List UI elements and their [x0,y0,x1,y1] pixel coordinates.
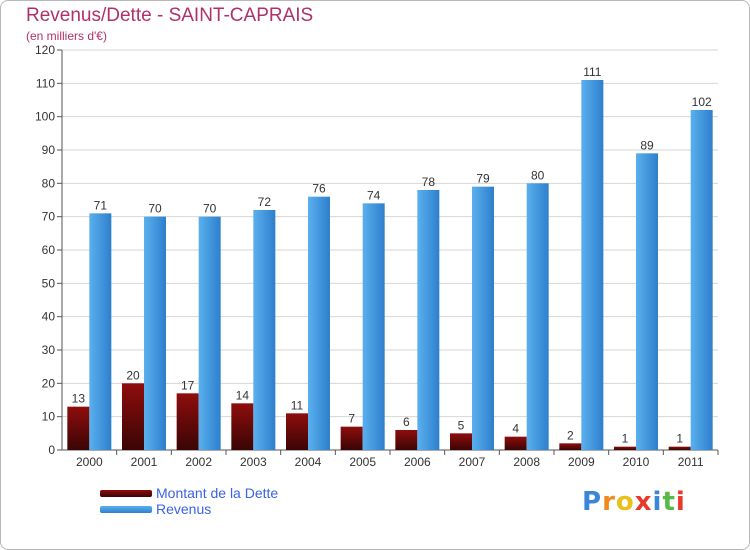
x-tick-label: 2005 [349,455,376,469]
logo-letter: o [615,487,635,517]
bar-dette [231,403,254,450]
data-label: 20 [126,368,140,382]
x-axis-ticks: 2000 2001 2002 2003 2004 2005 2006 2007 2008 2009… [76,450,719,469]
data-label: 1 [676,432,683,446]
data-label: 2 [567,428,574,442]
logo-letter: r [602,487,616,517]
y-tick-label: 20 [42,376,56,390]
data-label: 76 [312,182,326,196]
bar-revenus [581,80,604,450]
logo-letter: i [675,487,686,517]
data-label: 111 [583,65,602,79]
bar-dette [668,446,691,450]
data-label: 79 [476,172,490,186]
y-tick-label: 70 [42,210,56,224]
legend-label-revenus: Revenus [156,501,212,517]
data-label: 102 [692,95,712,109]
bar-revenus [308,196,330,450]
bar-revenus [526,183,549,451]
bar-dette [286,413,308,450]
logo-letter: t [662,487,676,517]
data-label: 5 [458,418,465,432]
data-label: 14 [236,388,250,402]
x-tick-label: 2011 [678,455,704,469]
x-tick-label: 2010 [623,455,650,469]
chart-title: Revenus/Dette - SAINT-CAPRAIS [26,5,314,26]
bar-dette [67,406,90,450]
bar-dette [122,383,144,450]
y-tick-label: 100 [35,110,55,124]
data-label: 71 [94,198,108,212]
data-label: 11 [291,398,304,412]
x-tick-label: 2009 [568,455,595,469]
y-tick-label: 40 [42,310,56,324]
data-label: 1 [622,432,629,446]
bar-dette [450,433,472,450]
data-label: 6 [403,415,410,429]
bar-revenus [253,210,276,450]
y-axis-ticks: 0 10 20 30 40 50 60 70 80 90 100 110 120 [35,43,55,457]
bar-revenus [472,186,494,450]
bar-revenus [690,110,713,450]
legend-swatch-revenus [100,506,152,513]
legend-swatch-dette [100,490,152,497]
x-tick-label: 2007 [459,455,486,469]
y-tick-label: 10 [42,410,56,424]
x-tick-label: 2003 [240,455,267,469]
y-tick-label: 60 [42,243,56,257]
data-label: 78 [422,175,436,189]
bar-revenus [144,216,166,450]
bar-dette [614,446,636,450]
grid-lines [57,49,718,451]
bar-dette [395,430,418,450]
y-tick-label: 0 [48,443,55,457]
bars [67,80,713,451]
bar-revenus [89,213,112,450]
bar-dette [504,436,527,450]
bar-dette [176,393,199,450]
bar-revenus [362,203,385,450]
bar-revenus [417,190,440,450]
proxiti-logo: Proxiti [582,487,686,517]
x-tick-label: 2006 [404,455,431,469]
x-tick-label: 2008 [513,455,540,469]
x-tick-label: 2002 [185,455,212,469]
y-tick-label: 110 [36,76,55,90]
x-tick-label: 2001 [131,455,158,469]
data-label: 7 [348,412,355,426]
bar-dette [559,443,582,450]
y-tick-label: 90 [42,143,56,157]
bar-revenus [198,216,221,450]
data-label: 89 [640,138,654,152]
logo-letter: i [652,487,663,517]
y-tick-label: 30 [42,343,56,357]
x-tick-label: 2004 [295,455,322,469]
chart-subtitle: (en milliers d'€) [26,29,107,43]
data-labels: 1371207017701472117677467857948021111891… [72,65,712,446]
data-label: 70 [148,202,162,216]
x-tick-label: 2000 [76,455,103,469]
y-tick-label: 50 [42,276,56,290]
data-label: 72 [258,195,272,209]
bar-dette [340,426,363,450]
y-tick-label: 80 [42,176,56,190]
data-label: 80 [531,168,545,182]
data-label: 4 [512,422,519,436]
data-label: 74 [367,188,381,202]
data-label: 17 [181,378,195,392]
logo-letter: P [582,487,603,517]
data-label: 13 [72,392,86,406]
bar-revenus [636,153,658,451]
logo-letter: x [634,487,653,517]
y-tick-label: 120 [35,43,55,57]
data-label: 70 [203,202,217,216]
legend-label-dette: Montant de la Dette [156,485,279,501]
